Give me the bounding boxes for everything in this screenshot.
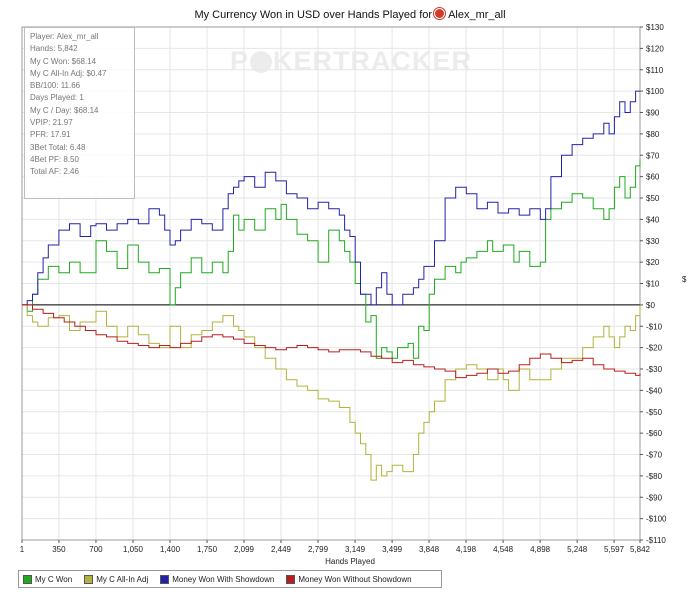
x-tick-label: 1,050: [123, 545, 144, 554]
y-tick-label: $100: [646, 87, 664, 96]
y-tick-label: -$50: [646, 408, 663, 417]
legend-swatch: [23, 574, 32, 584]
x-tick-label: 350: [52, 545, 66, 554]
x-axis-label: Hands Played: [325, 557, 375, 566]
stat-line: My C All-In Adj: $0.47: [30, 68, 107, 78]
stat-line: Days Played: 1: [30, 93, 84, 103]
y-tick-label: -$110: [646, 536, 666, 545]
legend-item: My C Won: [23, 574, 73, 584]
legend-item: Money Won Without Showdown: [286, 574, 412, 584]
poker-chip-icon: [434, 8, 446, 19]
y-tick-label: $70: [646, 151, 660, 160]
y-tick-label: $40: [646, 215, 660, 224]
series-line-3: [22, 90, 640, 306]
y-tick-label: $60: [646, 173, 660, 182]
stat-line: PFR: 17.91: [30, 130, 71, 140]
pokertracker-watermark: P KERTRACKER: [230, 46, 472, 77]
stat-line: BB/100: 11.66: [30, 81, 81, 91]
x-tick-label: 5,248: [567, 545, 588, 554]
x-tick-label: 3,848: [419, 545, 440, 554]
x-tick-label: 3,149: [345, 545, 366, 554]
player-stats-box: Player: Alex_mr_all Hands: 5,842 My C Won:…: [24, 27, 135, 199]
y-tick-label: $110: [646, 66, 664, 75]
x-tick-label: 2,099: [234, 545, 255, 554]
legend-swatch: [84, 574, 94, 584]
y-tick-label: -$100: [646, 515, 667, 524]
stat-line: My C Won: $68.14: [30, 56, 97, 66]
y-tick-label: -$70: [646, 451, 663, 460]
watermark-chip-icon: [250, 51, 273, 73]
y-tick-label: $90: [646, 109, 660, 118]
y-tick-label: $130: [646, 23, 664, 32]
chart-player-name: Alex_mr_all: [448, 9, 506, 21]
y-tick-label: $30: [646, 237, 660, 246]
x-tick-label: 2,799: [308, 545, 329, 554]
stat-line: VPIP: 21.97: [30, 118, 73, 128]
legend-label: Money Won Without Showdown: [298, 574, 412, 584]
y-tick-label: -$30: [646, 365, 663, 374]
x-tick-label: 4,198: [456, 545, 477, 554]
y-tick-label: -$90: [646, 493, 663, 502]
y-tick-label: $0: [646, 301, 655, 310]
y-tick-label: $20: [646, 258, 660, 267]
legend-swatch: [286, 574, 296, 584]
series-line-2: [22, 304, 641, 481]
y-tick-label: -$40: [646, 386, 663, 395]
x-tick-label: 700: [89, 545, 103, 554]
chart-title-text: My Currency Won in USD over Hands Played…: [194, 9, 433, 21]
x-tick-label: 2,449: [271, 545, 292, 554]
y-tick-label: $50: [646, 194, 660, 203]
stat-line: Total AF: 2.46: [30, 167, 79, 177]
stat-line: 4Bet PF: 8.50: [30, 154, 79, 164]
x-tick-label: 4,898: [530, 545, 551, 554]
x-tick-label: 1,400: [160, 545, 181, 554]
stat-line: Hands: 5,842: [30, 44, 78, 54]
legend-item: My C All-In Adj: [84, 574, 149, 584]
chart-legend: My C Won My C All-In Adj Money Won With Sh…: [18, 570, 442, 588]
y-tick-label: $10: [646, 280, 660, 289]
x-tick-label: 1: [20, 545, 25, 554]
y-tick-label: -$20: [646, 344, 663, 353]
y-tick-label: $120: [646, 44, 664, 53]
x-tick-label: 3,499: [382, 545, 403, 554]
stat-line: My C / Day: $68.14: [30, 105, 99, 115]
y-tick-label: -$80: [646, 472, 663, 481]
chart-title: My Currency Won in USD over Hands Played…: [0, 8, 700, 21]
y-tick-label: $80: [646, 130, 660, 139]
stat-line: 3Bet Total: 6.48: [30, 142, 86, 152]
legend-swatch: [160, 574, 170, 584]
x-tick-label: 4,548: [493, 545, 514, 554]
y-tick-label: -$60: [646, 429, 663, 438]
y-tick-label: -$10: [646, 322, 663, 331]
legend-label: My C All-In Adj: [96, 574, 149, 584]
x-tick-label: 1,750: [197, 545, 218, 554]
legend-label: My C Won: [35, 574, 73, 584]
watermark-right: KERTRACKER: [273, 46, 473, 76]
legend-label: Money Won With Showdown: [172, 574, 275, 584]
series-line-4: [22, 304, 641, 379]
x-tick-label: 5,842: [630, 545, 651, 554]
x-tick-label: 5,597: [604, 545, 625, 554]
legend-item: Money Won With Showdown: [160, 574, 275, 584]
y-axis-label: $: [682, 275, 687, 284]
stat-line: Player: Alex_mr_all: [30, 32, 99, 41]
